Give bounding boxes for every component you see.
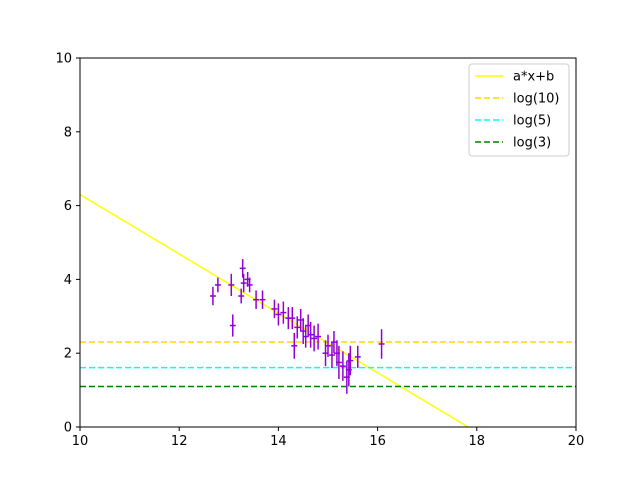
data-point <box>229 314 236 337</box>
data-point <box>335 345 342 380</box>
axes-layer: 10 12 14 16 18 20 0 2 4 6 8 10 <box>55 52 584 450</box>
x-tick-label: 12 <box>171 434 188 449</box>
plot-content <box>80 193 576 427</box>
data-point <box>240 273 247 293</box>
data-point <box>311 325 318 352</box>
data-point <box>239 259 246 278</box>
legend: a*x+b log(10) log(5) log(3) <box>468 63 570 157</box>
legend-label: a*x+b <box>513 70 554 85</box>
y-tick-label: 8 <box>64 125 72 140</box>
x-tick-label: 16 <box>369 434 386 449</box>
y-tick-label: 0 <box>64 421 72 436</box>
data-point <box>246 277 253 293</box>
data-point <box>325 334 331 357</box>
data-point <box>294 316 301 339</box>
plot-area <box>80 193 576 427</box>
y-tick-label: 6 <box>64 199 72 214</box>
data-point <box>259 290 266 309</box>
data-point <box>339 351 346 381</box>
data-point <box>280 301 287 324</box>
data-point <box>214 277 221 293</box>
legend-box <box>468 63 570 157</box>
x-tick-label: 18 <box>469 434 486 449</box>
data-point <box>209 286 216 306</box>
data-point <box>347 345 354 376</box>
y-tick-label: 10 <box>55 52 72 67</box>
data-point <box>271 299 278 319</box>
x-tick-label: 20 <box>568 434 585 449</box>
x-tick-label: 14 <box>270 434 287 449</box>
data-point <box>291 332 298 359</box>
axes-frame <box>79 57 577 428</box>
data-point <box>328 342 335 368</box>
data-point <box>315 323 322 350</box>
data-point <box>354 345 361 368</box>
legend-label: log(3) <box>513 136 551 151</box>
data-point <box>289 307 296 330</box>
data-point <box>253 290 260 309</box>
data-point <box>228 273 235 297</box>
data-point <box>330 331 337 354</box>
data-point <box>275 303 282 326</box>
legend-label: log(10) <box>513 92 560 107</box>
legend-label: log(5) <box>513 114 551 129</box>
data-point <box>307 321 314 348</box>
y-tick-label: 4 <box>64 273 72 288</box>
data-point <box>378 329 385 359</box>
data-point <box>238 288 245 304</box>
x-tick-label: 10 <box>72 434 89 449</box>
y-tick-label: 2 <box>64 347 72 362</box>
